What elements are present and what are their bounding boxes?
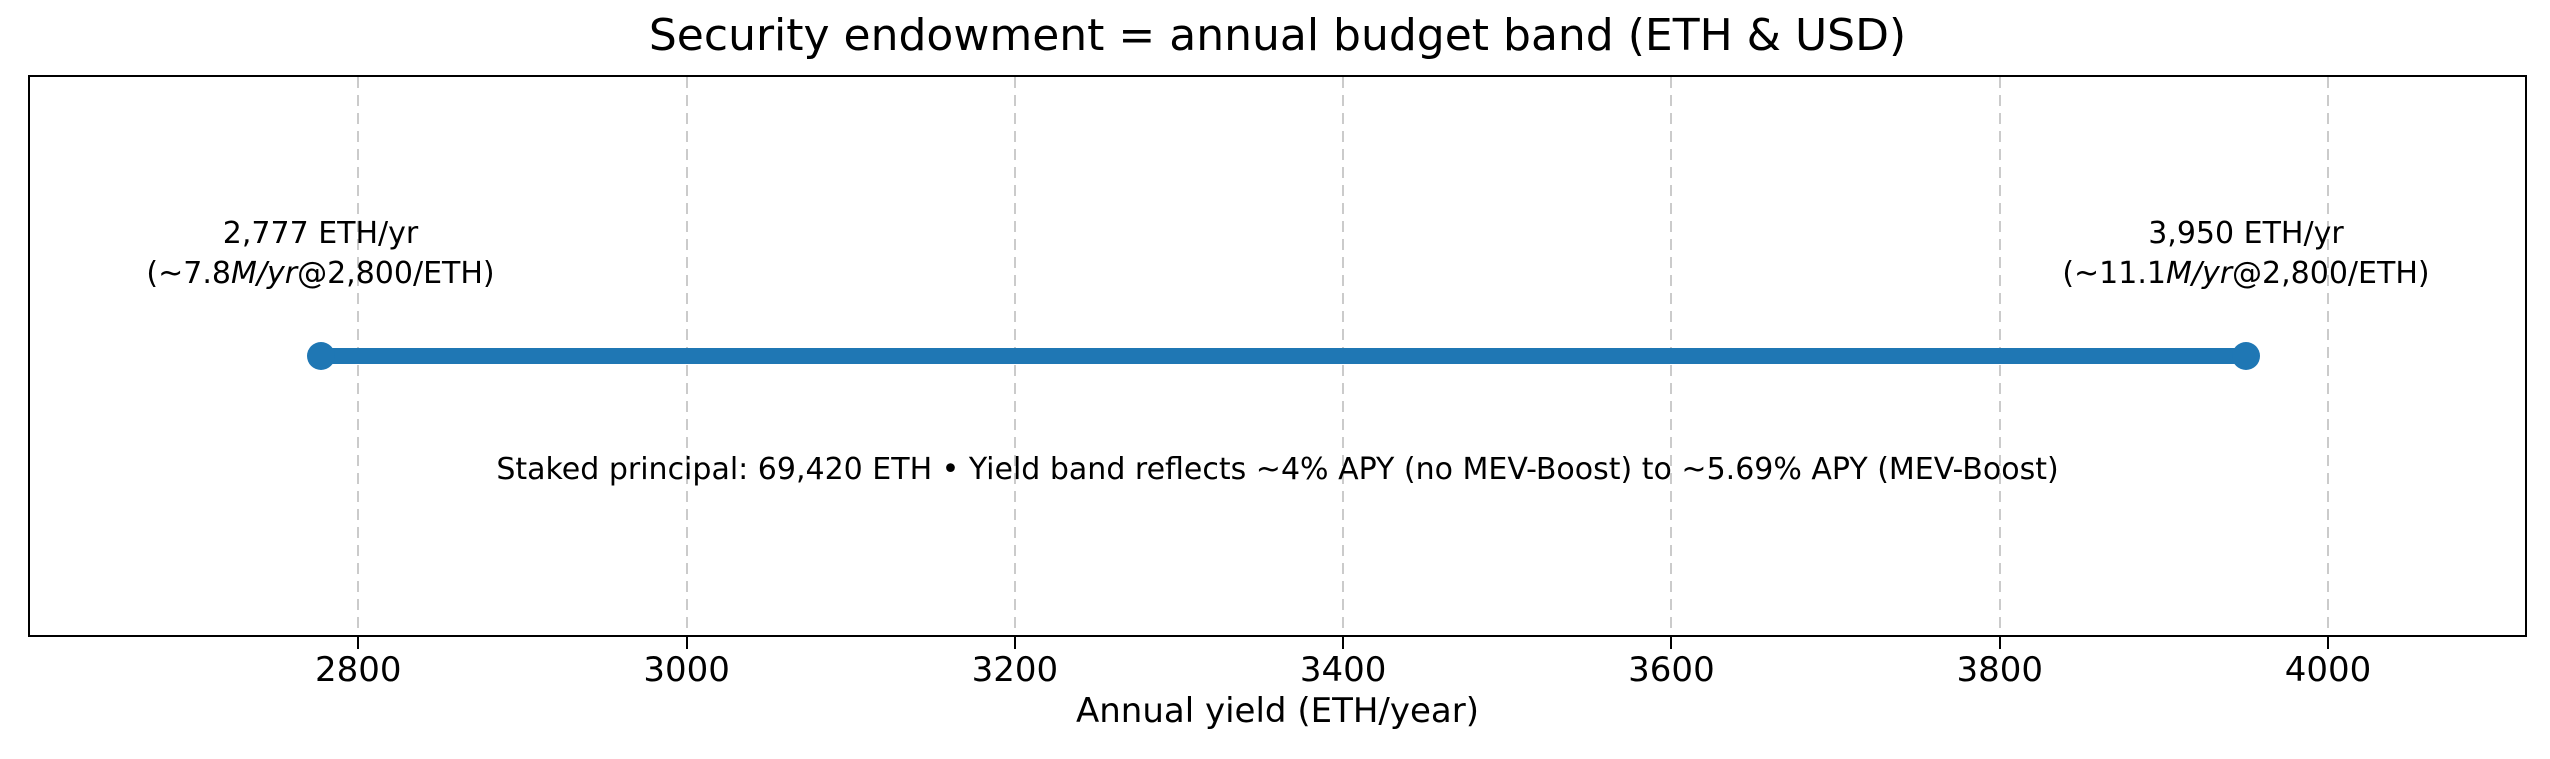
gridline [2327, 77, 2330, 635]
center-annotation: Staked principal: 69,420 ETH • Yield ban… [496, 452, 2059, 487]
band-label-right-line2: (~11.1M/yr@2,800/ETH) [2062, 254, 2429, 294]
band-label-right: 3,950 ETH/yr (~11.1M/yr@2,800/ETH) [2062, 214, 2429, 294]
x-tick-mark [1998, 637, 2001, 649]
x-tick-mark [1013, 637, 1016, 649]
x-tick-label: 4000 [2284, 650, 2372, 690]
x-tick-mark [2327, 637, 2330, 649]
band-endpoint-left-marker [306, 342, 335, 370]
band-label-left-line2: (~7.8M/yr@2,800/ETH) [146, 254, 494, 294]
x-tick-label: 3600 [1628, 650, 1715, 690]
x-tick-mark [685, 637, 688, 649]
x-tick-label: 3400 [1299, 650, 1387, 690]
chart-title: Security endowment = annual budget band … [648, 10, 1907, 61]
band-label-left: 2,777 ETH/yr (~7.8M/yr@2,800/ETH) [146, 214, 494, 294]
band-label-right-line2-italic: M/yr [2165, 256, 2233, 291]
band-endpoint-right-marker [2231, 342, 2260, 370]
band-label-left-line2-prefix: (~7.8 [146, 256, 231, 291]
band-label-right-line2-suffix: @2,800/ETH) [2232, 256, 2430, 291]
band-line [320, 348, 2246, 364]
x-tick-label: 3800 [1956, 650, 2043, 690]
x-tick-label: 3200 [971, 650, 1059, 690]
band-label-left-line2-italic: M/yr [230, 256, 298, 291]
x-tick-mark [357, 637, 360, 649]
band-label-right-line1: 3,950 ETH/yr [2148, 216, 2344, 251]
band-label-left-line2-suffix: @2,800/ETH) [297, 256, 495, 291]
band-label-left-line1: 2,777 ETH/yr [222, 216, 419, 251]
band-label-right-line2-prefix: (~11.1 [2062, 256, 2166, 291]
x-tick-mark [1670, 637, 1673, 649]
x-axis-label: Annual yield (ETH/year) [1076, 691, 1479, 731]
x-tick-label: 2800 [315, 650, 402, 690]
plot-area: 2,777 ETH/yr (~7.8M/yr@2,800/ETH) 3,950 … [28, 75, 2527, 731]
x-tick-mark [1342, 637, 1345, 649]
x-tick-label: 3000 [643, 650, 730, 690]
